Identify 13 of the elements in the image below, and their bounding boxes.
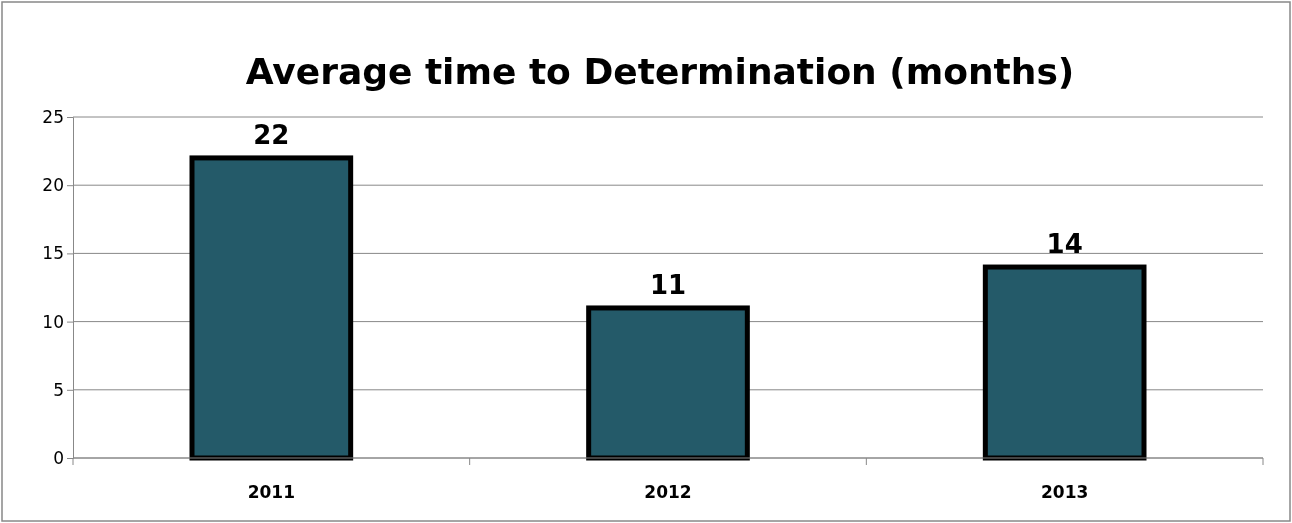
x-tick-label: 2013 [1041, 482, 1089, 502]
y-tick-label: 5 [53, 379, 64, 400]
x-tick-label: 2011 [247, 482, 295, 502]
chart-title: Average time to Determination (months) [245, 51, 1075, 92]
data-label: 22 [253, 119, 290, 150]
y-tick-label: 15 [42, 243, 64, 264]
data-label: 11 [649, 269, 687, 300]
y-tick-label: 0 [53, 447, 64, 468]
y-tick-label: 20 [42, 175, 64, 196]
data-label: 14 [1046, 229, 1083, 260]
y-tick-label: 10 [42, 311, 64, 332]
y-tick-label: 25 [42, 106, 64, 127]
x-tick-label: 2012 [644, 482, 692, 502]
